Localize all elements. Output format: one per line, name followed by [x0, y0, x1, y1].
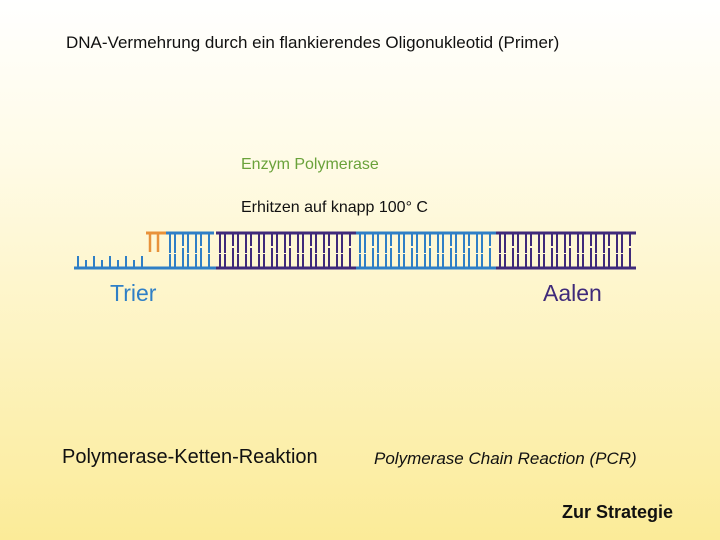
heating-label: Erhitzen auf knapp 100° C	[241, 199, 428, 216]
right-end-label: Aalen	[543, 280, 602, 306]
pcr-german-label: Polymerase-Ketten-Reaktion	[62, 446, 318, 468]
enzyme-label: Enzym Polymerase	[241, 156, 379, 173]
left-end-label: Trier	[110, 280, 157, 306]
slide-title: DNA-Vermehrung durch ein flankierendes O…	[66, 33, 560, 52]
strategy-link[interactable]: Zur Strategie	[562, 502, 674, 522]
pcr-english-label: Polymerase Chain Reaction (PCR)	[374, 449, 637, 468]
